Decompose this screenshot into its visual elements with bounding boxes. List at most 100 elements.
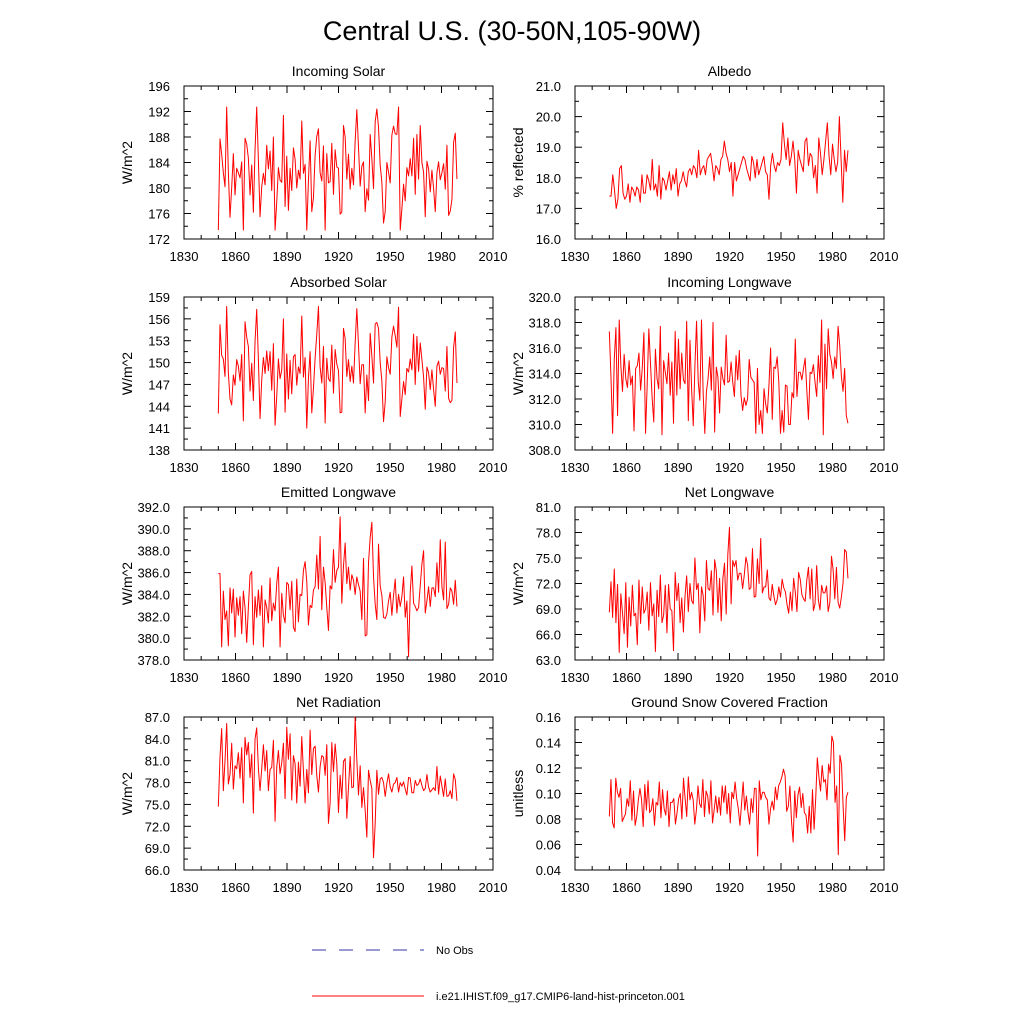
y-tick-label: 81.0 (145, 754, 170, 769)
x-tick-label: 1980 (427, 249, 456, 264)
x-tick-label: 1860 (221, 880, 250, 895)
y-tick-label: 0.08 (536, 812, 561, 827)
x-tick-label: 1860 (612, 670, 641, 685)
x-tick-label: 2010 (870, 880, 899, 895)
x-tick-label: 2010 (870, 460, 899, 475)
panel-title: Albedo (708, 63, 752, 79)
y-tick-label: 192 (148, 105, 170, 120)
x-tick-label: 1950 (376, 460, 405, 475)
series-line (217, 716, 458, 859)
y-tick-label: 172 (148, 232, 170, 247)
panel-incoming-longwave: Incoming Longwave W/m^2 1830 1860 1890 1920 19… (510, 274, 898, 475)
y-tick-label: 378.0 (137, 653, 170, 668)
y-tick-label: 147 (148, 377, 170, 392)
y-tick-label: 72.0 (145, 819, 170, 834)
panel-albedo: Albedo % reflected 1830 1860 1890 1920 1950 198… (510, 63, 898, 264)
y-tick-label: 153 (148, 334, 170, 349)
panel-title: Absorbed Solar (290, 274, 387, 290)
panel-net-radiation: Net Radiation W/m^2 1830 1860 1890 1920 1950 19… (119, 694, 507, 895)
x-tick-label: 1860 (612, 249, 641, 264)
x-tick-label: 1860 (221, 249, 250, 264)
y-tick-label: 384.0 (137, 587, 170, 602)
y-tick-label: 16.0 (536, 232, 561, 247)
x-tick-label: 1950 (376, 670, 405, 685)
y-tick-label: 18.0 (536, 171, 561, 186)
y-tick-label: 144 (148, 399, 170, 414)
x-tick-label: 1830 (561, 460, 590, 475)
x-tick-label: 1890 (664, 460, 693, 475)
x-tick-label: 2010 (870, 249, 899, 264)
x-tick-label: 1920 (324, 249, 353, 264)
x-tick-label: 1950 (767, 249, 796, 264)
x-tick-label: 1890 (664, 670, 693, 685)
y-tick-label: 63.0 (536, 653, 561, 668)
y-tick-label: 390.0 (137, 522, 170, 537)
y-tick-label: 0.16 (536, 710, 561, 725)
panel-title: Net Radiation (296, 694, 381, 710)
x-tick-label: 1920 (324, 460, 353, 475)
panel-emitted-longwave: Emitted Longwave W/m^2 1830 1860 1890 1920 195… (119, 484, 507, 685)
y-tick-label: 81.0 (536, 500, 561, 515)
legend: No Obs i.e21.IHIST.f09_g17.CMIP6-land-hi… (312, 945, 685, 1003)
y-tick-label: 392.0 (137, 500, 170, 515)
y-tick-label: 75.0 (145, 797, 170, 812)
y-axis-label: W/m^2 (119, 562, 135, 605)
x-tick-label: 1860 (221, 460, 250, 475)
x-tick-label: 2010 (479, 670, 508, 685)
x-tick-label: 1950 (767, 880, 796, 895)
y-tick-label: 310.0 (528, 418, 561, 433)
panel-incoming-solar: Incoming Solar W/m^2 1830 1860 1890 1920 1950 1… (119, 63, 507, 264)
y-axis-label: unitless (510, 770, 526, 817)
y-tick-label: 382.0 (137, 609, 170, 624)
y-tick-label: 75.0 (536, 551, 561, 566)
series-line (217, 305, 458, 429)
y-tick-label: 150 (148, 356, 170, 371)
panel-title: Net Longwave (685, 484, 775, 500)
x-tick-label: 1890 (273, 249, 302, 264)
x-tick-label: 1830 (170, 460, 199, 475)
y-tick-label: 176 (148, 207, 170, 222)
y-tick-label: 196 (148, 79, 170, 94)
x-tick-label: 1830 (561, 670, 590, 685)
y-tick-label: 184 (148, 156, 170, 171)
x-tick-label: 1920 (324, 670, 353, 685)
y-axis-label: % reflected (510, 127, 526, 197)
y-tick-label: 0.10 (536, 787, 561, 802)
y-tick-label: 0.14 (536, 736, 561, 751)
y-tick-label: 78.0 (145, 776, 170, 791)
x-tick-label: 1890 (664, 249, 693, 264)
x-tick-label: 1860 (612, 880, 641, 895)
y-tick-label: 69.0 (145, 841, 170, 856)
y-tick-label: 84.0 (145, 732, 170, 747)
y-tick-label: 21.0 (536, 79, 561, 94)
y-axis-label: W/m^2 (510, 562, 526, 605)
y-tick-label: 318.0 (528, 316, 561, 331)
x-tick-label: 1890 (273, 670, 302, 685)
y-tick-label: 159 (148, 290, 170, 305)
series-line (608, 526, 849, 653)
y-tick-label: 312.0 (528, 392, 561, 407)
x-tick-label: 1830 (561, 249, 590, 264)
y-axis-label: W/m^2 (119, 352, 135, 395)
series-line (608, 319, 849, 436)
y-tick-label: 388.0 (137, 544, 170, 559)
x-tick-label: 1920 (324, 880, 353, 895)
y-tick-label: 386.0 (137, 566, 170, 581)
panel-absorbed-solar: Absorbed Solar W/m^2 1830 1860 1890 1920 1950 1… (119, 274, 507, 475)
x-tick-label: 1860 (612, 460, 641, 475)
y-tick-label: 180 (148, 181, 170, 196)
x-tick-label: 1980 (818, 670, 847, 685)
x-tick-label: 1920 (715, 460, 744, 475)
x-tick-label: 2010 (479, 460, 508, 475)
y-tick-label: 87.0 (145, 710, 170, 725)
y-axis-label: W/m^2 (119, 141, 135, 184)
x-tick-label: 2010 (870, 670, 899, 685)
panel-title: Emitted Longwave (281, 484, 396, 500)
x-tick-label: 1980 (818, 460, 847, 475)
x-tick-label: 1920 (715, 249, 744, 264)
panels-container: Incoming Solar W/m^2 1830 1860 1890 1920 1950 1… (119, 63, 898, 895)
x-tick-label: 1920 (715, 880, 744, 895)
y-tick-label: 314.0 (528, 367, 561, 382)
legend-label-no-obs: No Obs (436, 945, 474, 957)
